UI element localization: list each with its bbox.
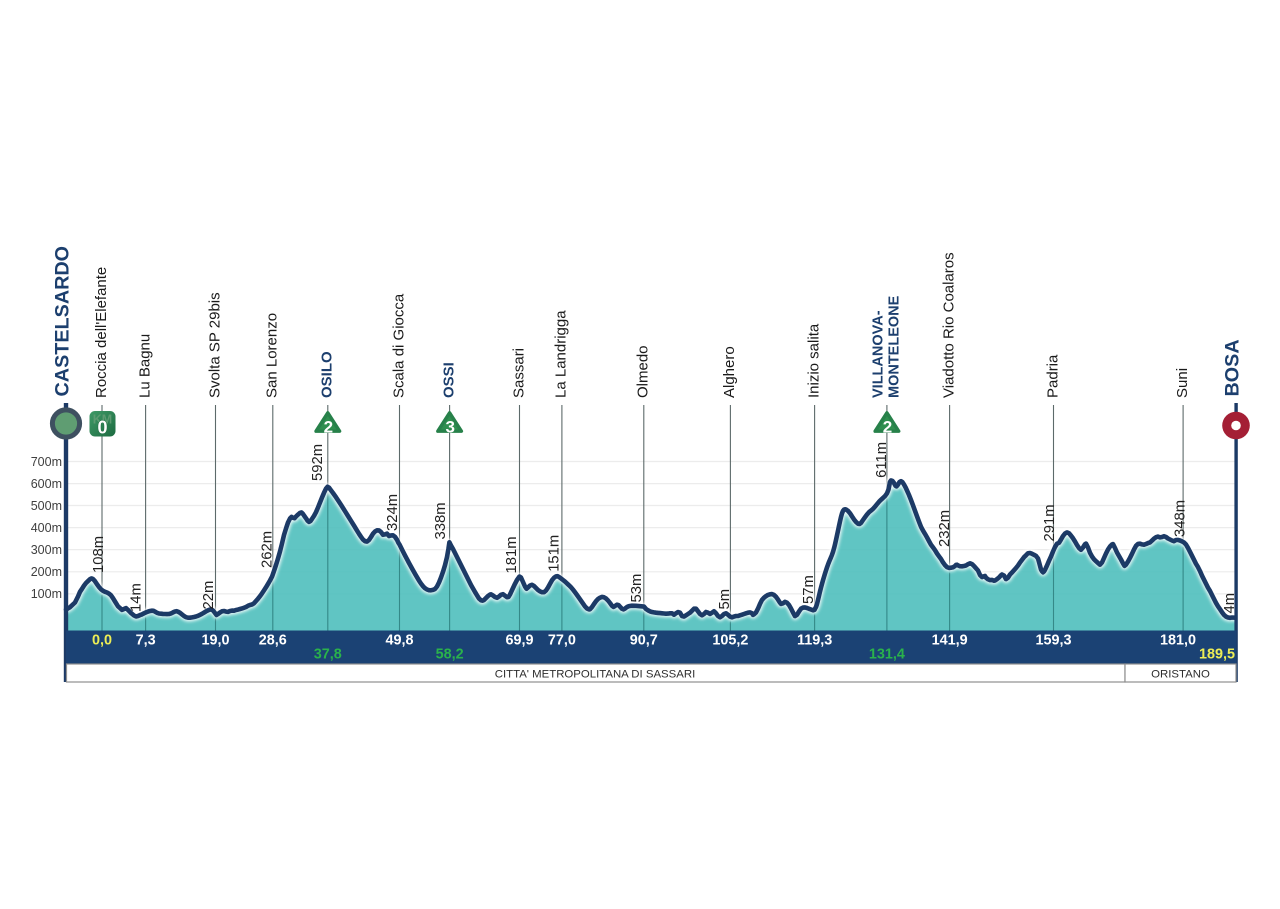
svg-text:Inizio salita: Inizio salita [805,323,822,398]
svg-text:592m: 592m [310,444,326,481]
svg-text:119,3: 119,3 [797,633,832,649]
svg-text:105,2: 105,2 [712,633,748,649]
svg-text:Suni: Suni [1174,368,1191,398]
svg-text:7,3: 7,3 [136,633,156,649]
svg-text:108m: 108m [91,536,107,573]
svg-text:100m: 100m [31,587,62,601]
svg-text:22m: 22m [201,581,217,610]
svg-text:OSSI: OSSI [440,362,457,398]
svg-text:5m: 5m [717,589,733,610]
svg-text:OSILO: OSILO [319,351,336,398]
svg-text:53m: 53m [629,574,645,603]
svg-text:611m: 611m [874,442,890,478]
svg-text:0: 0 [97,418,107,438]
svg-text:19,0: 19,0 [201,633,229,649]
svg-text:2: 2 [324,418,333,437]
svg-text:San Lorenzo: San Lorenzo [264,313,281,398]
svg-text:57m: 57m [801,575,817,604]
svg-text:189,5: 189,5 [1199,647,1235,663]
svg-text:28,6: 28,6 [259,633,287,649]
svg-text:58,2: 58,2 [436,647,464,663]
svg-text:700m: 700m [31,455,62,469]
svg-text:324m: 324m [385,494,401,531]
svg-text:69,9: 69,9 [505,633,533,649]
svg-text:CASTELSARDO: CASTELSARDO [52,246,74,397]
svg-text:3: 3 [445,418,454,437]
svg-text:ORISTANO: ORISTANO [1151,668,1210,680]
svg-text:0,0: 0,0 [92,633,112,649]
svg-text:Lu Bagnu: Lu Bagnu [136,334,153,398]
svg-text:141,9: 141,9 [932,633,968,649]
svg-text:600m: 600m [31,477,62,491]
svg-text:90,7: 90,7 [630,633,658,649]
svg-text:BOSA: BOSA [1222,339,1244,396]
svg-text:14m: 14m [129,583,145,612]
svg-text:Olmedo: Olmedo [635,345,652,398]
svg-text:181,0: 181,0 [1160,633,1196,649]
svg-text:232m: 232m [937,510,953,547]
svg-text:Roccia dell'Elefante: Roccia dell'Elefante [93,267,110,398]
svg-text:300m: 300m [31,543,62,557]
svg-text:131,4: 131,4 [869,647,905,663]
svg-text:500m: 500m [31,499,62,513]
svg-text:151m: 151m [547,535,563,572]
svg-text:CITTA' METROPOLITANA DI SASSAR: CITTA' METROPOLITANA DI SASSARI [495,668,696,680]
svg-text:400m: 400m [31,521,62,535]
svg-text:MONTELEONE: MONTELEONE [887,295,903,398]
svg-text:348m: 348m [1173,500,1189,537]
svg-text:Viadotto Rio Coalaros: Viadotto Rio Coalaros [940,252,957,398]
svg-text:Alghero: Alghero [721,346,738,398]
svg-text:VILLANOVA-: VILLANOVA- [871,310,887,398]
svg-text:77,0: 77,0 [548,633,576,649]
svg-text:KM: KM [93,413,112,427]
svg-text:181m: 181m [504,536,520,573]
svg-text:338m: 338m [433,502,449,539]
svg-text:37,8: 37,8 [314,647,342,663]
svg-text:Scala di Giocca: Scala di Giocca [390,293,407,398]
svg-text:200m: 200m [31,565,62,579]
svg-text:49,8: 49,8 [385,633,413,649]
svg-text:4m: 4m [1222,593,1238,614]
svg-text:Sassari: Sassari [510,348,527,398]
svg-text:Padria: Padria [1044,354,1061,398]
svg-text:291m: 291m [1042,504,1058,541]
svg-text:159,3: 159,3 [1035,633,1071,649]
svg-text:2: 2 [883,418,892,437]
svg-text:262m: 262m [260,531,276,568]
svg-text:Svolta SP 29bis: Svolta SP 29bis [206,292,223,398]
svg-text:La Landrigga: La Landrigga [553,310,570,398]
